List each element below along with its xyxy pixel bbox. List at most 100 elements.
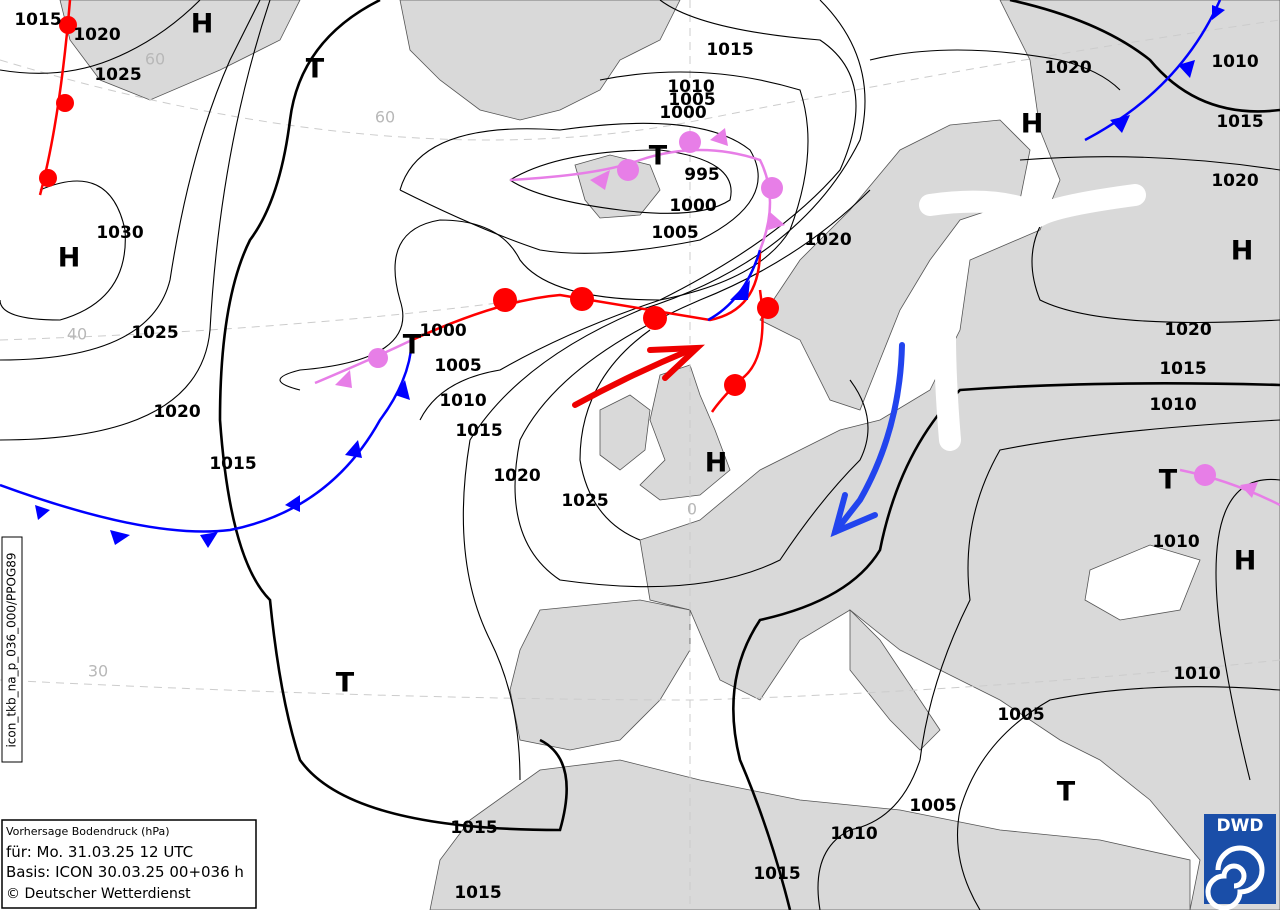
pressure-system-label: T <box>649 141 668 172</box>
isobar-label: 1020 <box>73 25 120 45</box>
front-symbol <box>757 297 779 319</box>
pressure-system-label: T <box>306 54 325 85</box>
isobar-label: 1005 <box>651 223 698 243</box>
product-id-text: icon_tkb_na_p_036_000/PPOG89 <box>5 552 19 747</box>
graticule-label: 30 <box>88 662 108 681</box>
front-symbol <box>730 280 750 300</box>
isobar-label: 1015 <box>455 421 502 441</box>
front-symbol <box>643 306 667 330</box>
pressure-system-label: H <box>1021 109 1044 140</box>
legend-valid: für: Mo. 31.03.25 12 UTC <box>6 843 193 861</box>
black-sea <box>1084 544 1201 621</box>
isobar <box>462 0 866 781</box>
legend-basis: Basis: ICON 30.03.25 00+036 h <box>6 863 244 881</box>
isobar <box>218 0 568 832</box>
isobar-label: 1015 <box>753 864 800 884</box>
product-id: icon_tkb_na_p_036_000/PPOG89 <box>1 536 23 763</box>
isobar <box>0 180 126 321</box>
occluded-front <box>314 338 413 385</box>
arctic-islands <box>59 0 301 101</box>
isobar-label: 1010 <box>1211 52 1258 72</box>
isobar-label: 1025 <box>131 323 178 343</box>
isobar <box>419 0 857 421</box>
isobar-label: 1015 <box>706 40 753 60</box>
occluded-front <box>1179 468 1280 507</box>
isobar-label: 1005 <box>668 90 715 110</box>
cold-front <box>1084 0 1222 142</box>
isobar-label: 1010 <box>1149 395 1196 415</box>
isobar <box>817 419 1280 910</box>
isobar-label: 1010 <box>439 391 486 411</box>
front-symbol <box>570 287 594 311</box>
isobar-label: 1020 <box>1211 171 1258 191</box>
pressure-system-label: H <box>191 9 214 40</box>
front-symbol <box>56 94 74 112</box>
grid-line <box>0 299 521 341</box>
logo-swirl <box>1205 845 1265 910</box>
isobar-label: 1025 <box>94 65 141 85</box>
pressure-system-label: H <box>1231 236 1254 267</box>
graticule-label: 0 <box>687 500 697 519</box>
isobar-label: 1030 <box>96 223 143 243</box>
front-symbol <box>368 348 388 368</box>
iceland <box>574 154 661 219</box>
labels: 60 60 40 30 0 1015 1020 1025 1030 1025 1020 1015 100… <box>14 9 1263 904</box>
logo-text: DWD <box>1217 816 1264 836</box>
isobar <box>732 382 1280 910</box>
isobar <box>579 329 651 541</box>
isobar-label: 1015 <box>454 883 501 903</box>
isobar <box>509 149 732 214</box>
pressure-system-label: T <box>1159 465 1178 496</box>
pressure-system-label: H <box>58 243 81 274</box>
isobar-label: 995 <box>684 165 720 185</box>
isobar-label: 1020 <box>1164 320 1211 340</box>
isobar-label: 1005 <box>997 705 1044 725</box>
front-symbol <box>335 370 352 388</box>
product-id-frame <box>1 536 23 763</box>
isobar-label: 1010 <box>1173 664 1220 684</box>
pressure-system-label: H <box>705 448 728 479</box>
pressure-system-label: T <box>1057 777 1076 808</box>
isobar <box>399 122 759 254</box>
isobar-label: 1010 <box>667 77 714 97</box>
isobar-label: 1010 <box>830 824 877 844</box>
legend-title: Vorhersage Bodendruck (hPa) <box>6 825 170 838</box>
grid-line <box>0 19 1280 141</box>
pressure-system-label: T <box>336 668 355 699</box>
pressure-system-label: H <box>1234 546 1257 577</box>
front-symbol <box>1240 482 1258 498</box>
ireland <box>599 394 651 471</box>
front-symbol <box>761 177 783 199</box>
warm-air-arrow <box>572 347 693 408</box>
legend-frame <box>1 819 257 909</box>
isobar-label: 1025 <box>561 491 608 511</box>
isobar-label: 1015 <box>1216 112 1263 132</box>
front-symbol <box>59 16 77 34</box>
isobar-label: 1015 <box>450 818 497 838</box>
isobar-label: 1000 <box>669 196 716 216</box>
great-britain <box>639 364 731 501</box>
legend-copyright: © Deutscher Wetterdienst <box>6 886 191 902</box>
front-symbol <box>617 159 639 181</box>
warm-air-arrow <box>647 344 705 381</box>
isobar-label: 1000 <box>659 103 706 123</box>
isobar <box>1031 209 1280 324</box>
isobar <box>1009 0 1280 113</box>
isobar <box>1019 156 1280 171</box>
legend-box: Vorhersage Bodendruck (hPa) für: Mo. 31.… <box>1 819 257 909</box>
isobar-label: 1010 <box>1152 532 1199 552</box>
front-symbol <box>493 288 517 312</box>
cold-air-arrow <box>830 492 878 538</box>
isobar-label: 1000 <box>419 321 466 341</box>
africa <box>429 759 1191 910</box>
isobar <box>0 0 271 441</box>
front-symbol <box>724 374 746 396</box>
graticule-label: 60 <box>375 108 395 127</box>
isobar-label: 1005 <box>909 796 956 816</box>
front-symbol <box>39 169 57 187</box>
isobar-label: 1020 <box>1044 58 1091 78</box>
isobar <box>0 0 261 361</box>
fronts <box>0 0 1280 548</box>
